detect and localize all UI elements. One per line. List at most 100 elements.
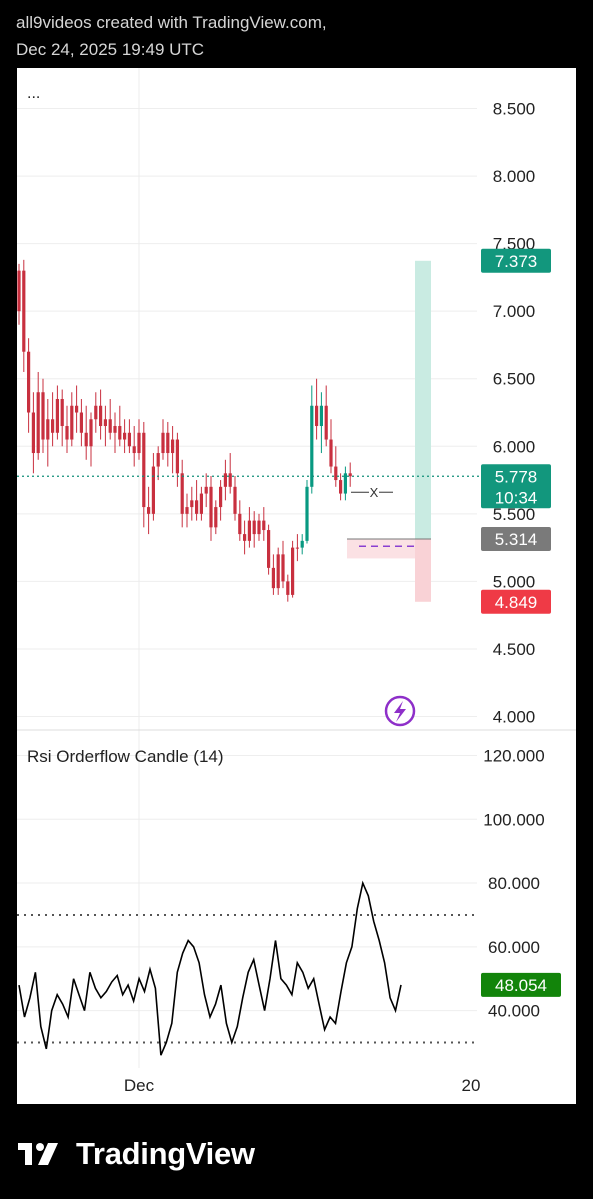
candle <box>41 378 45 454</box>
candle <box>46 399 50 467</box>
candle-body <box>70 405 74 440</box>
candle-body <box>55 399 59 433</box>
candle <box>286 574 290 602</box>
candle-body <box>103 419 107 427</box>
candle-body <box>84 432 88 447</box>
candle <box>17 263 21 325</box>
candle-body <box>291 547 295 595</box>
candle <box>214 500 218 535</box>
time-label: 20 <box>462 1076 481 1095</box>
candle <box>70 392 74 447</box>
candle <box>348 462 352 487</box>
entry-zone <box>347 538 415 559</box>
candle-body <box>99 405 103 427</box>
candle <box>123 419 127 454</box>
rsi-tick-label: 120.000 <box>483 747 544 766</box>
candle-body <box>204 486 208 494</box>
candle-body <box>214 507 218 528</box>
candle-body <box>151 466 155 514</box>
price-tag-value: 5.778 <box>495 467 538 486</box>
price-tag-bg <box>481 248 551 273</box>
candle <box>257 513 261 541</box>
candle <box>151 453 155 521</box>
candle <box>161 419 165 460</box>
price-tag-value: 5.314 <box>495 530 538 549</box>
price-tick-label: 8.500 <box>493 100 536 119</box>
price-tick-label: 8.000 <box>493 167 536 186</box>
price-tag: 5.314 <box>481 526 551 551</box>
candle <box>305 480 309 544</box>
candle <box>89 412 93 467</box>
candle <box>219 480 223 521</box>
candle-body <box>142 432 146 508</box>
candle-body <box>329 439 333 467</box>
candle-body <box>209 486 213 528</box>
candle-body <box>156 453 160 467</box>
candle <box>65 405 69 454</box>
candle <box>247 507 251 548</box>
candle <box>180 459 184 528</box>
candle <box>31 392 35 474</box>
candle <box>271 554 275 595</box>
candle <box>166 421 170 467</box>
chart-panel: X Rsi Orderflow Candle (14) 48.054 8.500 8… <box>17 68 576 1104</box>
candle-body <box>271 567 275 589</box>
candle <box>99 389 103 440</box>
candle-body <box>233 486 237 514</box>
candle <box>315 378 319 440</box>
timestamp-line: Dec 24, 2025 19:49 UTC <box>16 40 205 59</box>
candle <box>238 500 242 541</box>
candle <box>262 507 266 541</box>
price-tag-value: 7.373 <box>495 252 538 271</box>
candle-body <box>195 500 199 514</box>
candle <box>204 473 208 508</box>
overlays: X <box>17 475 493 727</box>
price-tick-label: 6.000 <box>493 437 536 456</box>
loss-zone <box>415 538 431 602</box>
candle <box>55 385 59 440</box>
lightning-bolt-icon <box>384 695 416 727</box>
candle-body <box>190 500 194 508</box>
chart-canvas: X Rsi Orderflow Candle (14) 48.054 8.500 8… <box>17 68 576 1095</box>
candle <box>300 534 304 555</box>
price-axis: 8.5008.0007.5007.0006.5006.0005.5005.000… <box>27 85 551 1095</box>
candle-body <box>123 432 127 440</box>
candle-body <box>348 473 352 477</box>
rsi-line <box>18 880 402 1056</box>
candle-body <box>89 419 93 447</box>
candle <box>276 547 280 595</box>
candle-body <box>17 270 21 312</box>
price-tick-label: 4.000 <box>493 707 536 726</box>
price-tick-label: 5.000 <box>493 572 536 591</box>
candle <box>127 419 131 454</box>
price-tag-bg <box>481 464 551 509</box>
price-tag-countdown: 10:34 <box>495 488 538 507</box>
candle-body <box>252 520 256 535</box>
candle-body <box>108 419 112 433</box>
candle-body <box>75 405 79 413</box>
candle-body <box>166 432 170 454</box>
price-tag-bg <box>481 589 551 614</box>
candle <box>310 385 314 494</box>
candle-body <box>262 520 266 531</box>
candle-body <box>118 426 122 440</box>
candle <box>113 412 117 454</box>
candle <box>343 466 347 501</box>
candle <box>118 405 122 447</box>
candle-body <box>295 547 299 549</box>
price-tick-label: 6.500 <box>493 370 536 389</box>
candle <box>324 385 328 447</box>
time-label: Dec <box>124 1076 155 1095</box>
candle <box>147 486 151 535</box>
price-tag: 7.373 <box>481 248 551 273</box>
candle-body <box>46 419 50 440</box>
candle <box>171 426 175 474</box>
candle-body <box>324 405 328 440</box>
candle <box>319 392 323 454</box>
candle <box>36 371 40 460</box>
candle-body <box>137 432 141 454</box>
candle-body <box>22 270 26 352</box>
entry-marker: X <box>370 485 379 500</box>
price-tag: 5.778 10:34 <box>481 464 551 509</box>
candle-body <box>132 446 136 454</box>
